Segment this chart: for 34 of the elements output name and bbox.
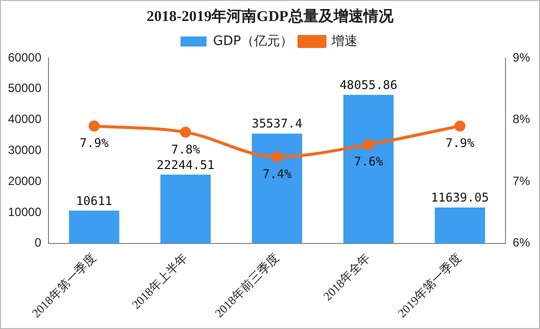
legend-label: 增速 [330, 34, 358, 49]
point [180, 126, 192, 138]
data-label: 35537.4 [252, 116, 302, 131]
y-tick-label: 20000 [8, 174, 42, 188]
point [362, 139, 374, 150]
legend-label: GDP（亿元） [213, 34, 293, 49]
y-tick-label: 30000 [8, 143, 42, 158]
bar [160, 174, 211, 244]
point [454, 120, 466, 132]
data-label: 10611 [76, 194, 112, 208]
bar [252, 134, 302, 244]
point [88, 120, 100, 132]
data-label: 48055.86 [340, 78, 398, 92]
y2-tick-label: 7% [512, 174, 530, 188]
y-tick-label: 50000 [8, 81, 42, 96]
point [272, 151, 283, 162]
y-tick-label: 0 [34, 236, 42, 250]
data-label: 7.8% [171, 142, 201, 156]
data-label: 22244.51 [156, 158, 214, 172]
bar [68, 210, 120, 244]
y2-tick-label: 6% [512, 236, 530, 250]
y-tick-label: 60000 [8, 50, 42, 64]
y-tick-label: 40000 [8, 112, 42, 126]
y2-tick-label: 9% [512, 50, 530, 64]
bar [343, 94, 394, 244]
bar [434, 207, 486, 244]
chart-title: 2018-2019年河南GDP总量及增速情况 [146, 7, 394, 26]
data-label: 7.9% [80, 136, 110, 150]
y-tick-label: 10000 [8, 204, 42, 219]
data-label: 7.4% [262, 167, 292, 182]
data-label: 7.6% [354, 154, 384, 169]
data-label: 7.9% [445, 136, 476, 150]
data-label: 11639.05 [431, 190, 489, 205]
y2-tick-label: 8% [512, 112, 530, 126]
